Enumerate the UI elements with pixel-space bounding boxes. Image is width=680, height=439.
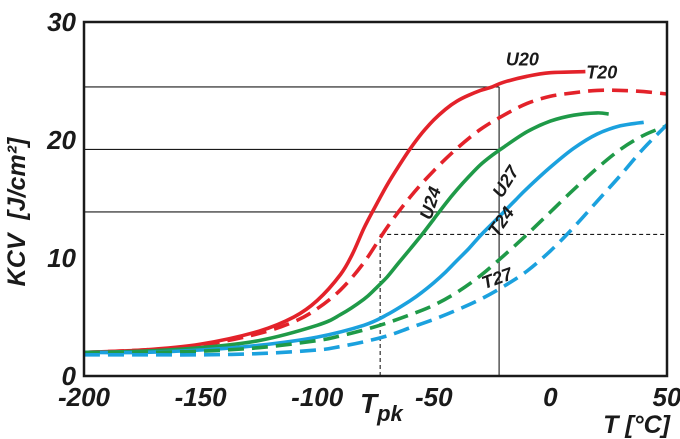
series-line-t20 <box>83 88 668 355</box>
series-line-u27 <box>83 120 644 355</box>
y-tick-label: 0 <box>62 361 77 391</box>
series-label-t27: T27 <box>479 263 516 293</box>
tpk-label-main: T <box>360 388 380 419</box>
y-tick-label: 30 <box>47 7 76 37</box>
x-tick-label: -150 <box>175 382 228 412</box>
axis-ticks: -200 -150 -100 -50 0 50 0 10 20 30 <box>46 7 680 412</box>
tpk-label: Tpk <box>360 388 405 426</box>
y-tick-label: 10 <box>47 243 76 273</box>
reference-lines <box>84 86 667 376</box>
tpk-label-sub: pk <box>376 401 404 426</box>
series-line-t27 <box>83 123 669 357</box>
series-label-t24: T24 <box>484 203 518 240</box>
y-axis-title: KCV [J/cm²] <box>3 136 31 286</box>
x-tick-label: -100 <box>291 382 344 412</box>
series-label-u24: U24 <box>416 184 445 222</box>
series-label-t20: T20 <box>586 63 617 83</box>
x-tick-label: -50 <box>415 382 453 412</box>
series-line-u24 <box>83 111 609 355</box>
series-label-u20: U20 <box>506 50 539 70</box>
series-line-u20 <box>83 69 586 355</box>
y-tick-label: 20 <box>46 125 76 155</box>
x-axis-title: T [°C] <box>603 411 672 439</box>
x-tick-label: 50 <box>653 382 680 412</box>
series-line-t24 <box>83 124 668 355</box>
x-tick-label: -200 <box>58 382 111 412</box>
series-lines <box>83 69 669 357</box>
plot-frame <box>82 20 669 378</box>
x-tick-label: 0 <box>543 382 558 412</box>
